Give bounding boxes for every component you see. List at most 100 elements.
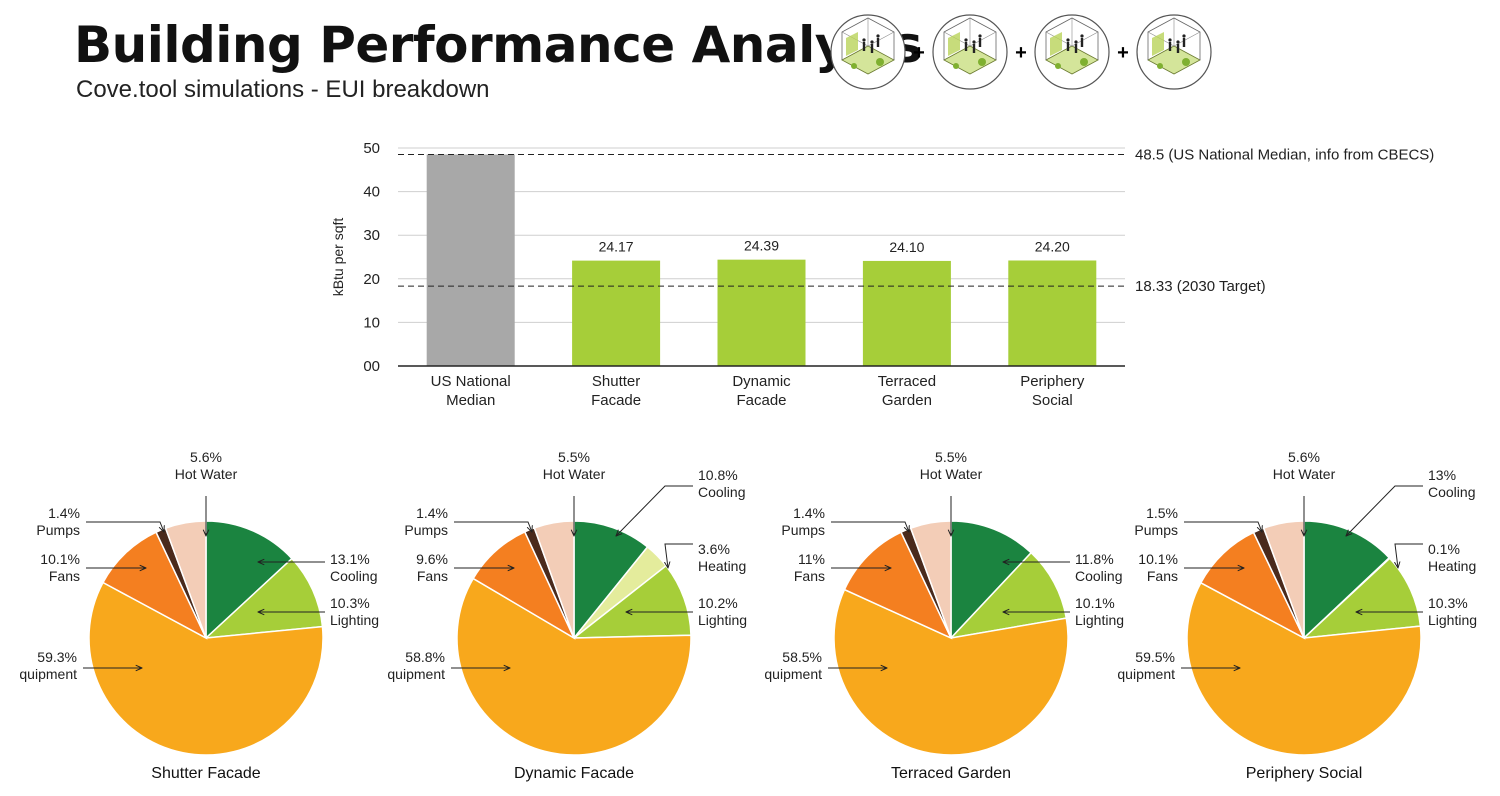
leader-arrow <box>665 543 693 568</box>
x-category-label: Dynamic <box>732 373 791 390</box>
slice-percent-label: 1.4% <box>48 505 80 521</box>
slice-name-label: Lighting <box>1075 612 1124 628</box>
pie-title: Periphery Social <box>1246 765 1363 782</box>
slice-name-label: Cooling <box>1428 484 1475 500</box>
y-tick-label: 50 <box>363 140 380 157</box>
leader-arrow <box>1395 543 1423 568</box>
leader-arrow <box>831 521 909 532</box>
pie-label-fans: 10.1%Fans <box>1138 551 1244 584</box>
slice-name-label: Cooling <box>698 484 745 500</box>
slice-percent-label: 1.4% <box>416 505 448 521</box>
slice-name-label: Pumps <box>404 522 448 538</box>
slice-name-label: Equipment <box>388 666 445 682</box>
pie-label-cooling: 10.8%Cooling <box>616 467 745 536</box>
bar-value-label: 24.17 <box>599 239 634 255</box>
pie-label-hot-water: 5.6%Hot Water <box>1273 449 1336 536</box>
slice-percent-label: 5.6% <box>1288 449 1320 465</box>
x-category-label: Median <box>446 392 495 409</box>
pie-chart-shutter-facade: 13.1%Cooling 10.3%Lighting 59.3%Equipment 1… <box>20 449 379 782</box>
slice-percent-label: 5.5% <box>558 449 590 465</box>
slice-percent-label: 3.6% <box>698 541 730 557</box>
pie-label-heating: 0.1%Heating <box>1395 541 1476 574</box>
pie-label-lighting: 10.3%Lighting <box>1356 595 1477 628</box>
slice-name-label: Heating <box>1428 558 1476 574</box>
slice-percent-label: 13% <box>1428 467 1456 483</box>
slice-percent-label: 10.2% <box>698 595 738 611</box>
slice-name-label: Lighting <box>1428 612 1477 628</box>
pie-label-equipment: 58.8%Equipment <box>388 649 510 682</box>
slice-name-label: Hot Water <box>1273 466 1336 482</box>
page-title: Building Performance Analysis <box>74 16 923 74</box>
pie-slice-equipment <box>1186 581 1422 756</box>
slice-percent-label: 10.1% <box>1138 551 1178 567</box>
slice-percent-label: 10.1% <box>1075 595 1115 611</box>
slice-name-label: Fans <box>49 568 80 584</box>
y-tick-label: 00 <box>363 358 380 375</box>
building-diagram-icon <box>932 14 1008 90</box>
pie-label-pumps: 1.4%Pumps <box>404 505 532 538</box>
slice-name-label: Fans <box>417 568 448 584</box>
bar-shutter-facade <box>572 260 661 366</box>
y-tick-label: 30 <box>363 227 380 244</box>
bar-us-national-median <box>426 154 515 366</box>
x-category-label: Facade <box>736 392 786 409</box>
pie-slice-cooling <box>205 520 293 640</box>
pie-slice-lighting <box>948 551 1068 640</box>
slice-percent-label: 5.5% <box>935 449 967 465</box>
x-category-label: US National <box>431 373 511 390</box>
x-category-label: Social <box>1032 392 1073 409</box>
bar-value-label: 24.10 <box>889 239 924 255</box>
pie-slice-equipment <box>833 588 1069 756</box>
pie-title: Terraced Garden <box>891 765 1011 782</box>
pie-label-cooling: 13%Cooling <box>1346 467 1475 536</box>
bar-terraced-garden <box>862 260 951 366</box>
slice-percent-label: 10.3% <box>330 595 370 611</box>
y-tick-label: 20 <box>363 271 380 288</box>
pie-slice-cooling <box>950 520 1033 640</box>
slice-percent-label: 0.1% <box>1428 541 1460 557</box>
building-diagram-icon <box>1136 14 1212 90</box>
building-diagram-icon <box>830 14 906 90</box>
slice-name-label: Pumps <box>1134 522 1178 538</box>
slice-percent-label: 10.1% <box>40 551 80 567</box>
slice-percent-label: 58.5% <box>782 649 822 665</box>
slice-name-label: Equipment <box>1118 666 1175 682</box>
slice-percent-label: 1.4% <box>793 505 825 521</box>
reference-line-label: 18.33 (2030 Target) <box>1135 278 1266 295</box>
plus-separator: + <box>913 42 925 64</box>
slice-name-label: Cooling <box>330 568 377 584</box>
slice-name-label: Hot Water <box>920 466 983 482</box>
pie-label-lighting: 10.3%Lighting <box>258 595 379 628</box>
pie-label-hot-water: 5.5%Hot Water <box>543 449 606 536</box>
slice-percent-label: 59.3% <box>37 649 77 665</box>
slice-percent-label: 13.1% <box>330 551 370 567</box>
slice-percent-label: 9.6% <box>416 551 448 567</box>
x-category-label: Garden <box>882 392 932 409</box>
x-category-label: Facade <box>591 392 641 409</box>
slice-percent-label: 10.3% <box>1428 595 1468 611</box>
pie-label-heating: 3.6%Heating <box>665 541 746 574</box>
slice-name-label: Lighting <box>698 612 747 628</box>
pie-label-fans: 9.6%Fans <box>416 551 514 584</box>
slice-name-label: Pumps <box>781 522 825 538</box>
pie-label-equipment: 59.5%Equipment <box>1118 649 1240 682</box>
pie-slice-cooling <box>573 520 649 641</box>
pie-label-fans: 10.1%Fans <box>40 551 146 584</box>
y-tick-label: 10 <box>363 314 380 331</box>
bar-value-label: 24.20 <box>1035 238 1070 254</box>
eui-bar-chart: 00 10 20 30 40 50 kBtu per sqft US National Medi… <box>330 140 1434 409</box>
bar-periphery-social <box>1008 260 1097 366</box>
pie-label-cooling: 11.8%Cooling <box>1003 551 1122 584</box>
pie-label-hot-water: 5.5%Hot Water <box>920 449 983 536</box>
slice-name-label: Cooling <box>1075 568 1122 584</box>
pie-chart-periphery-social: 13%Cooling 0.1%Heating 10.3%Lighting 59.5%E… <box>1118 449 1477 782</box>
leader-arrow <box>616 485 693 536</box>
pie-slice-lighting <box>1301 557 1422 639</box>
plus-separator: + <box>1015 42 1027 64</box>
slice-name-label: Fans <box>1147 568 1178 584</box>
pie-label-equipment: 58.5%Equipment <box>765 649 887 682</box>
pie-slice-equipment <box>456 577 692 756</box>
pie-slice-equipment <box>88 581 324 756</box>
leader-arrow <box>1184 521 1262 532</box>
slice-name-label: Hot Water <box>543 466 606 482</box>
